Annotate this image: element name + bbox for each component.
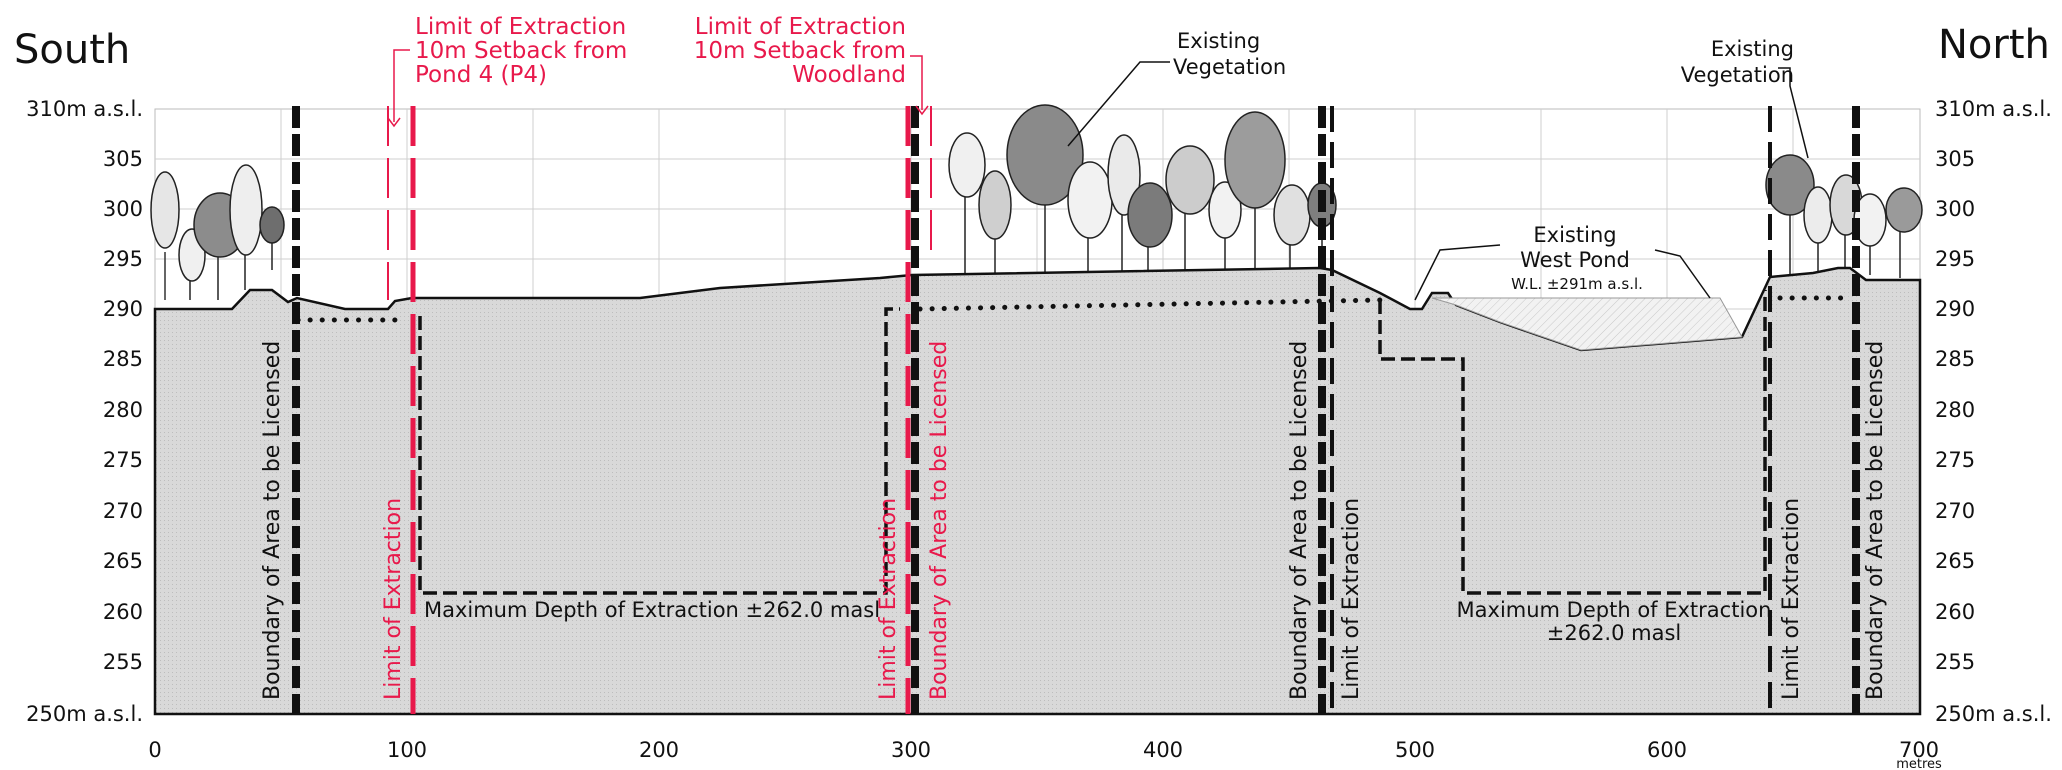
heading-south: South: [14, 27, 130, 73]
depth-label-right: Maximum Depth of Extraction ±262.0 masl: [1457, 598, 1772, 645]
existing-vegetation-trees: [150, 104, 1923, 300]
svg-text:Limit of Extraction: Limit of Extraction: [415, 14, 626, 40]
y-tick-left: 265: [103, 549, 143, 573]
label-boundary-2: Boundary of Area to be Licensed: [927, 341, 952, 700]
y-tick-left: 260: [103, 600, 143, 624]
x-tick: 700: [1899, 738, 1939, 762]
x-tick: 100: [387, 738, 427, 762]
svg-text:Vegetation: Vegetation: [1173, 55, 1286, 79]
svg-text:Maximum Depth of Extraction: Maximum Depth of Extraction: [1457, 598, 1772, 622]
y-tick-right: 255: [1935, 650, 1975, 674]
svg-text:Pond 4 (P4): Pond 4 (P4): [415, 62, 547, 88]
x-axis: 0 100 200 300 400 500 600 700 metres: [148, 738, 1942, 770]
leader-lines: [1067, 61, 1809, 301]
callout-setback-pond: Limit of Extraction 10m Setback from Pon…: [415, 14, 627, 88]
y-tick-left: 285: [103, 347, 143, 371]
y-axis-right: 310m a.s.l. 305 300 295 290 285 280 275 …: [1935, 97, 2052, 726]
y-tick-right: 295: [1935, 247, 1975, 271]
svg-text:Existing: Existing: [1177, 29, 1260, 53]
callout-vegetation-center: Existing Vegetation: [1173, 29, 1286, 79]
ground-section: [153, 266, 1922, 716]
x-tick: 0: [148, 738, 161, 762]
svg-text:Existing: Existing: [1533, 223, 1616, 247]
y-tick-right: 285: [1935, 347, 1975, 371]
tree-cluster-south: [150, 164, 285, 300]
dotted-level-line: [295, 295, 1853, 323]
y-tick-right: 275: [1935, 448, 1975, 472]
red-leader-lines: [387, 49, 929, 128]
y-tick-left: 270: [103, 499, 143, 523]
svg-text:Vegetation: Vegetation: [1681, 63, 1794, 87]
callout-vegetation-north: Existing Vegetation: [1681, 37, 1794, 87]
red-limit-lines: [387, 106, 932, 714]
y-tick-right: 290: [1935, 297, 1975, 321]
y-tick-right: 300: [1935, 197, 1975, 221]
y-tick-left: 275: [103, 448, 143, 472]
water-level-label: W.L. ±291m a.s.l.: [1511, 275, 1643, 293]
svg-text:Woodland: Woodland: [792, 62, 906, 88]
svg-text:Limit of Extraction: Limit of Extraction: [695, 14, 906, 40]
y-tick-left-bottom: 250m a.s.l.: [26, 702, 143, 726]
tree-cluster-center: [948, 104, 1337, 280]
svg-text:±262.0 masl: ±262.0 masl: [1547, 621, 1682, 645]
depth-label-left: Maximum Depth of Extraction ±262.0 masl: [424, 598, 880, 622]
y-tick-right-top: 310m a.s.l.: [1935, 97, 2052, 121]
max-depth-outline: [418, 290, 1767, 595]
y-tick-left: 305: [103, 147, 143, 171]
x-tick: 300: [891, 738, 931, 762]
label-boundary-1: Boundary of Area to be Licensed: [260, 341, 285, 700]
y-tick-left: 255: [103, 650, 143, 674]
west-pond-water: [1431, 297, 1743, 351]
y-tick-right-bottom: 250m a.s.l.: [1935, 702, 2052, 726]
x-tick: 600: [1647, 738, 1687, 762]
y-tick-left: 295: [103, 247, 143, 271]
label-boundary-4: Boundary of Area to be Licensed: [1863, 341, 1888, 700]
y-tick-right: 260: [1935, 600, 1975, 624]
y-tick-right: 265: [1935, 549, 1975, 573]
x-tick: 200: [639, 738, 679, 762]
x-tick: 500: [1395, 738, 1435, 762]
x-axis-unit: metres: [1896, 757, 1942, 770]
y-tick-left: 300: [103, 197, 143, 221]
label-limit-4: Limit of Extraction: [1779, 498, 1804, 700]
y-tick-right: 305: [1935, 147, 1975, 171]
callout-west-pond: Existing West Pond W.L. ±291m a.s.l.: [1511, 223, 1643, 293]
y-tick-left: 280: [103, 398, 143, 422]
tree-cluster-north: [1765, 154, 1923, 278]
label-boundary-3: Boundary of Area to be Licensed: [1287, 341, 1312, 700]
vertical-labels: Boundary of Area to be Licensed Limit of…: [260, 341, 1888, 700]
boundary-lines: [292, 106, 1860, 714]
heading-north: North: [1938, 22, 2050, 68]
callout-setback-woodland: Limit of Extraction 10m Setback from Woo…: [694, 14, 906, 88]
x-tick: 400: [1143, 738, 1183, 762]
svg-text:Existing: Existing: [1711, 37, 1794, 61]
limit-lines: [1330, 106, 1772, 714]
label-limit-3: Limit of Extraction: [1339, 498, 1364, 700]
svg-text:10m Setback from: 10m Setback from: [415, 38, 627, 64]
y-tick-right: 270: [1935, 499, 1975, 523]
label-limit-2: Limit of Extraction: [876, 498, 901, 700]
svg-text:10m Setback from: 10m Setback from: [694, 38, 906, 64]
svg-text:West Pond: West Pond: [1520, 248, 1630, 272]
y-tick-right: 280: [1935, 398, 1975, 422]
y-tick-left: 290: [103, 297, 143, 321]
y-tick-left-top: 310m a.s.l.: [26, 97, 143, 121]
y-axis-left: 310m a.s.l. 305 300 295 290 285 280 275 …: [26, 97, 143, 726]
label-limit-1: Limit of Extraction: [381, 498, 406, 700]
